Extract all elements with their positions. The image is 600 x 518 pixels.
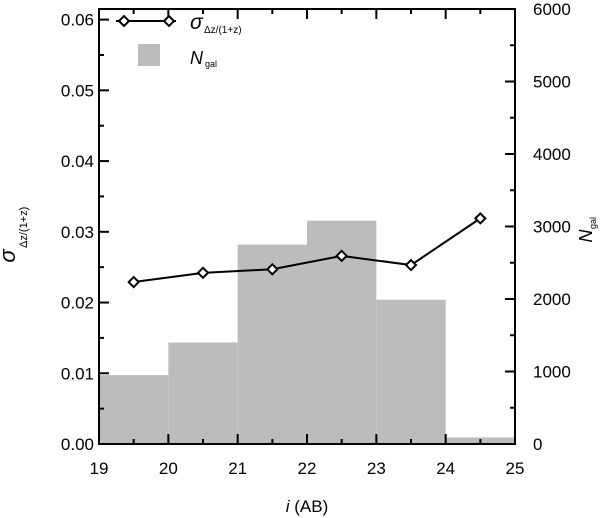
y-left-tick-label: 0.02 — [61, 294, 94, 313]
y-left-tick-label: 0.06 — [61, 11, 94, 30]
histogram-bar — [237, 244, 307, 444]
x-tick-label: 21 — [228, 459, 247, 478]
legend-ngal-swatch — [138, 44, 160, 66]
histogram-bars — [99, 220, 515, 444]
tick-labels: 19 20 21 22 23 24 25 0.00 0.01 0.02 0.03 0.04 0.05 0.… — [61, 0, 571, 478]
x-tick-label: 20 — [159, 459, 178, 478]
legend-sigma-symbol: σ — [190, 11, 204, 34]
y-right-axis-symbol: N — [576, 229, 596, 243]
y-right-tick-label: 2000 — [533, 290, 571, 309]
x-tick-label: 25 — [506, 459, 525, 478]
histogram-bar — [376, 299, 446, 444]
y-left-axis-symbol: σ — [0, 249, 20, 263]
legend-diamond-marker-right — [162, 14, 176, 28]
x-tick-label: 24 — [436, 459, 455, 478]
x-tick-label: 22 — [298, 459, 317, 478]
legend-ngal-subscript: gal — [205, 59, 217, 69]
sigma-point — [404, 258, 418, 272]
legend: σ Δz/(1+z) N gal — [116, 11, 242, 69]
sigma-point — [473, 211, 487, 225]
y-left-tick-label: 0.04 — [61, 152, 94, 171]
x-tick-label: 23 — [367, 459, 386, 478]
y-right-axis-subscript: gal — [588, 217, 598, 229]
y-left-axis-subscript: Δz/(1+z) — [18, 207, 30, 248]
sigma-series — [127, 211, 487, 289]
y-right-tick-label: 4000 — [533, 145, 571, 164]
y-right-tick-label: 5000 — [533, 73, 571, 92]
y-left-tick-label: 0.00 — [61, 435, 94, 454]
histogram-bar — [99, 375, 169, 444]
y-right-tick-label: 0 — [533, 435, 542, 454]
histogram-bar — [168, 342, 238, 444]
y-right-tick-label: 3000 — [533, 218, 571, 237]
sigma-point — [265, 262, 279, 276]
legend-diamond-marker-left — [117, 14, 131, 28]
sigma-line — [133, 217, 481, 284]
y-left-tick-label: 0.05 — [61, 81, 94, 100]
x-axis-title-rest: (AB) — [290, 497, 329, 516]
y-right-tick-label: 6000 — [533, 0, 571, 19]
x-tick-label: 19 — [90, 459, 109, 478]
y-left-axis-title: σ Δz/(1+z) — [0, 207, 30, 263]
sigma-point — [127, 275, 141, 289]
x-axis-title: i (AB) — [286, 497, 329, 516]
x-axis-title-italic: i — [286, 497, 291, 516]
y-left-tick-label: 0.03 — [61, 223, 94, 242]
legend-ngal-symbol: N — [190, 48, 204, 68]
svg-text:i (AB): i (AB) — [286, 497, 329, 516]
legend-sigma-subscript: Δz/(1+z) — [204, 25, 242, 36]
y-right-tick-label: 1000 — [533, 363, 571, 382]
sigma-point — [196, 266, 210, 280]
y-right-axis-title: N gal — [576, 217, 598, 243]
y-left-tick-label: 0.01 — [61, 364, 94, 383]
axis-ticks — [98, 8, 516, 445]
sigma-point — [335, 249, 349, 263]
